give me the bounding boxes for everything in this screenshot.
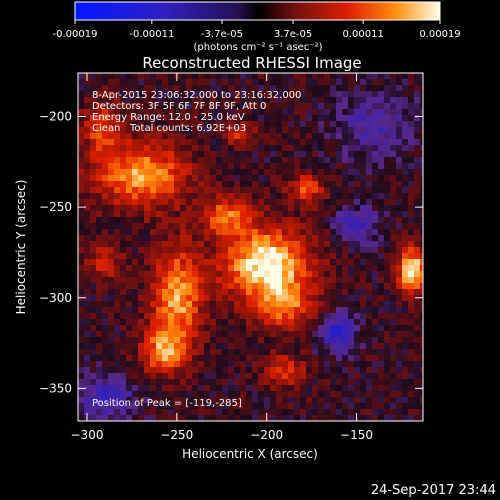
annotation-total-counts: Total counts: 6.92E+03 bbox=[129, 123, 246, 134]
annotation-method: Clean bbox=[92, 123, 120, 134]
colorbar-ticks: -0.00019 -0.00011 -3.7e-05 3.7e-05 0.00011 0.… bbox=[53, 20, 461, 40]
colorbar-tick-label: 0.00011 bbox=[342, 29, 383, 40]
colorbar-tick-label: 0.00019 bbox=[419, 29, 460, 40]
annotation-energy: Energy Range: 12.0 - 25.0 keV bbox=[92, 112, 245, 123]
colorbar-tick-label: -3.7e-05 bbox=[201, 29, 243, 40]
colorbar-tick-label: -0.00019 bbox=[53, 29, 98, 40]
y-tick-label: −200 bbox=[39, 110, 72, 124]
colorbar bbox=[74, 1, 441, 21]
plot-frame bbox=[77, 72, 424, 422]
footer-date: 24-Sep-2017 23:44 bbox=[371, 483, 496, 498]
x-axis-label: Heliocentric X (arcsec) bbox=[182, 447, 318, 461]
info-annotations: 8-Apr-2015 23:06:32.000 to 23:16:32.000 … bbox=[92, 90, 301, 409]
x-tick-label: −300 bbox=[71, 428, 104, 442]
y-axis-label: Heliocentric Y (arcsec) bbox=[14, 180, 28, 315]
chart-title: Reconstructed RHESSI Image bbox=[142, 54, 361, 72]
colorbar-tick-label: 3.7e-05 bbox=[274, 29, 312, 40]
colorbar-tick-label: -0.00011 bbox=[129, 29, 174, 40]
heatmap-image bbox=[78, 73, 423, 421]
y-tick-label: −350 bbox=[39, 381, 72, 395]
axis-ticks: −300 −250 −200 −150 −350 −300 −250 −200 bbox=[39, 73, 423, 442]
x-tick-label: −200 bbox=[250, 428, 283, 442]
colorbar-units: (photons cm⁻² s⁻¹ asec⁻²) bbox=[193, 42, 322, 53]
annotation-peak: Position of Peak = [-119,-285] bbox=[92, 398, 242, 409]
annotation-time: 8-Apr-2015 23:06:32.000 to 23:16:32.000 bbox=[92, 90, 301, 101]
x-tick-label: −150 bbox=[340, 428, 373, 442]
y-tick-label: −300 bbox=[39, 291, 72, 305]
annotation-detectors: Detectors: 3F 5F 6F 7F 8F 9F, Att 0 bbox=[92, 101, 266, 112]
y-tick-label: −250 bbox=[39, 200, 72, 214]
x-tick-label: −250 bbox=[160, 428, 193, 442]
